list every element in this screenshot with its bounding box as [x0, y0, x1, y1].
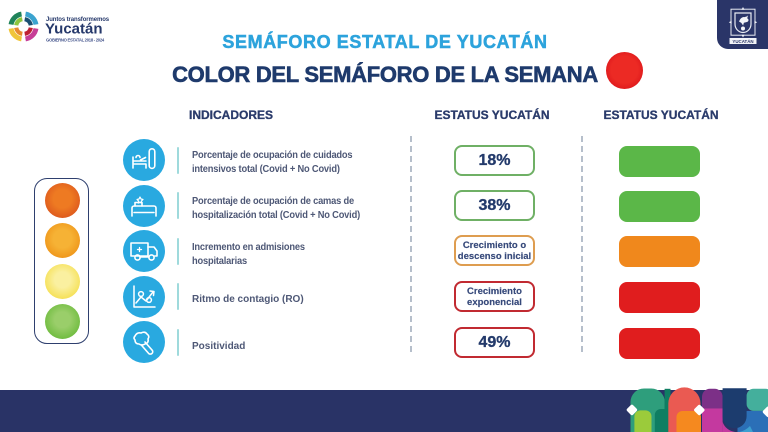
svg-text:YUCATÁN: YUCATÁN: [732, 39, 753, 44]
svg-text:Yucatán: Yucatán: [45, 21, 103, 38]
svg-text:GOBIERNO ESTATAL 2018 - 2024: GOBIERNO ESTATAL 2018 - 2024: [46, 37, 105, 42]
svg-text:Juntos transformemos: Juntos transformemos: [46, 17, 110, 23]
